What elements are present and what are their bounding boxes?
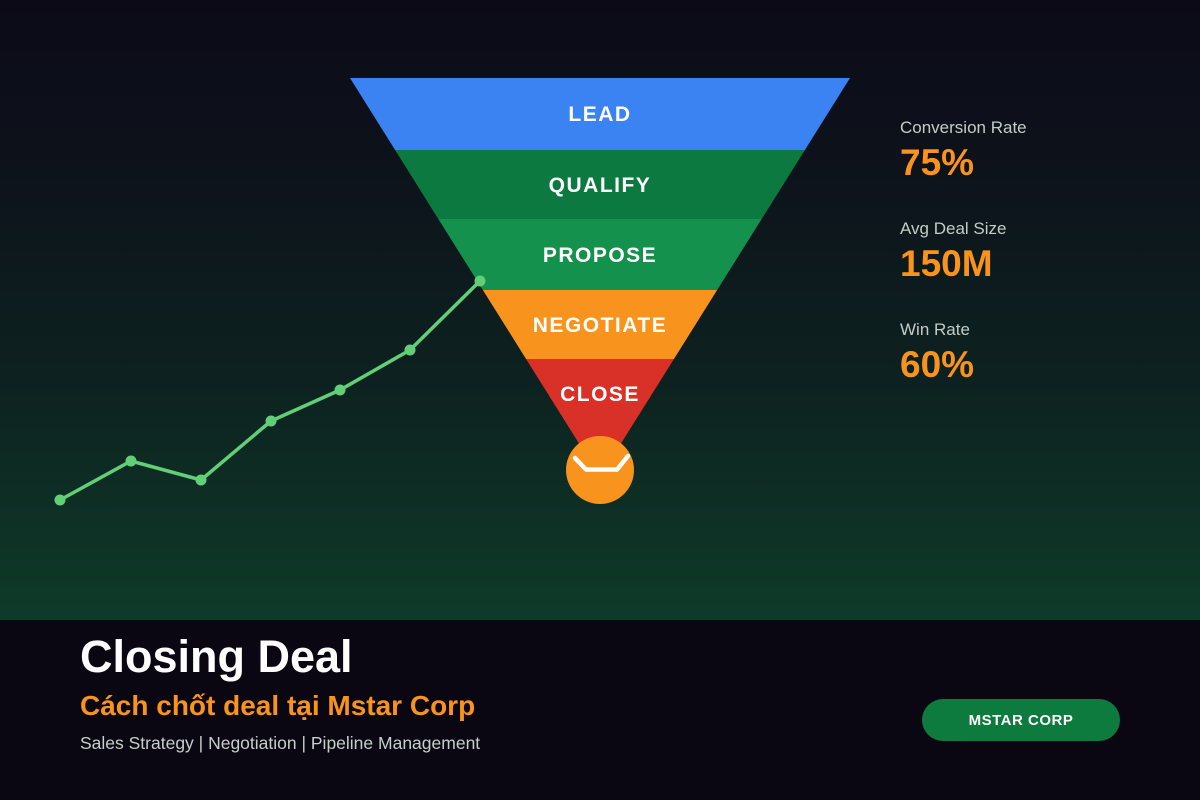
- funnel-and-trend-graphic: LEAD QUALIFY PROPOSE NEGOTIATE CLOSE: [54, 78, 850, 506]
- trend-point: [334, 384, 346, 396]
- stat-value: 75%: [900, 142, 975, 183]
- funnel-stage-label: NEGOTIATE: [533, 314, 667, 337]
- stat-label: Avg Deal Size: [900, 219, 1007, 238]
- slide-stage: LEAD QUALIFY PROPOSE NEGOTIATE CLOSE Con…: [0, 0, 1200, 620]
- footer-bar: Closing Deal Cách chốt deal tại Mstar Co…: [0, 620, 1200, 800]
- kpi-stats: Conversion Rate 75% Avg Deal Size 150M W…: [900, 116, 1180, 419]
- trend-point: [125, 455, 137, 467]
- stat-win-rate: Win Rate 60%: [900, 318, 1180, 388]
- sales-funnel: LEAD QUALIFY PROPOSE NEGOTIATE CLOSE: [350, 78, 850, 504]
- trend-line: [58, 279, 482, 502]
- funnel-stage-label: QUALIFY: [549, 174, 652, 197]
- funnel-stage-label: CLOSE: [560, 383, 640, 406]
- page-subtitle: Cách chốt deal tại Mstar Corp: [80, 690, 476, 721]
- trend-point: [404, 344, 416, 356]
- funnel-stage-label: PROPOSE: [543, 244, 657, 267]
- trend-point: [474, 275, 486, 287]
- stat-avg-deal-size: Avg Deal Size 150M: [900, 217, 1180, 287]
- stat-label: Conversion Rate: [900, 118, 1027, 137]
- funnel-band-qualify: [350, 150, 850, 219]
- funnel-band-lead: [350, 78, 850, 150]
- stat-label: Win Rate: [900, 320, 970, 339]
- page-tagline: Sales Strategy | Negotiation | Pipeline …: [80, 733, 481, 753]
- trend-markers: [54, 275, 486, 506]
- footer-text-block: Closing Deal Cách chốt deal tại Mstar Co…: [80, 630, 480, 756]
- stat-value: 60%: [900, 344, 975, 385]
- funnel-stage-label: LEAD: [568, 103, 631, 126]
- stat-value: 150M: [900, 243, 993, 284]
- trend-point: [54, 494, 66, 506]
- mstar-corp-button[interactable]: MSTAR CORP: [922, 699, 1120, 741]
- handshake-icon: [572, 453, 631, 472]
- trend-point: [265, 415, 277, 427]
- page-title: Closing Deal: [80, 631, 353, 682]
- trend-point: [195, 474, 207, 486]
- stat-conversion-rate: Conversion Rate 75%: [900, 116, 1180, 186]
- trend-chart: [54, 275, 486, 506]
